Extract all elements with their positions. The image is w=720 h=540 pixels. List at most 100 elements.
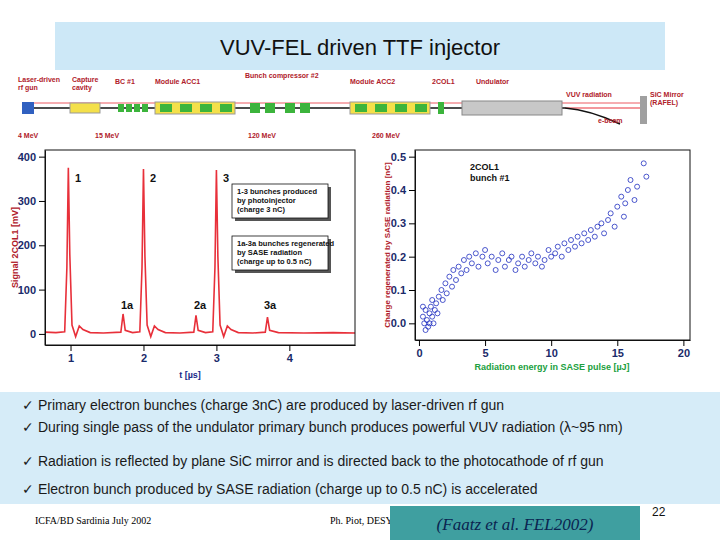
- scatter-point: [592, 234, 597, 239]
- bc1-magnet: [134, 104, 140, 112]
- scatter-point: [526, 258, 531, 263]
- reference: (Faatz et al. FEL2002): [437, 515, 594, 534]
- scatter-point: [439, 288, 444, 293]
- tick-label: 0.0: [391, 317, 406, 329]
- tick: 400: [18, 151, 45, 163]
- plot-frame: [45, 150, 355, 345]
- bc2-magnet: [265, 103, 275, 113]
- axis-line: [45, 151, 46, 346]
- scatter-point: [533, 261, 538, 266]
- tick: 0.0: [391, 317, 415, 329]
- scatter-point: [569, 238, 574, 243]
- tick-label: 15: [612, 347, 624, 359]
- rf-gun: [22, 102, 34, 114]
- tick: 1: [68, 345, 74, 364]
- scatter-point: [562, 241, 567, 246]
- tick-label: 0.4: [391, 184, 407, 196]
- scatter-point: [427, 321, 432, 326]
- component-label: Undulator: [476, 78, 509, 85]
- page-number: 22: [652, 505, 666, 519]
- tick-label: 0.3: [391, 217, 406, 229]
- tick-label: 300: [18, 195, 36, 207]
- scatter-point: [469, 261, 474, 266]
- scatter-point: [555, 244, 560, 249]
- scatter-point: [423, 328, 428, 333]
- scatter-point: [467, 254, 472, 259]
- scatter-point: [435, 311, 440, 316]
- module-cavity: [415, 104, 427, 112]
- tick-label: 400: [18, 151, 36, 163]
- scatter-point: [625, 188, 630, 193]
- tick-mark: [39, 157, 45, 158]
- tick: 200: [18, 239, 45, 251]
- scatter-point: [602, 231, 607, 236]
- tick-mark: [216, 345, 217, 351]
- footer-center: Ph. Piot, DESY: [330, 515, 393, 526]
- peak-label: 1: [75, 172, 81, 184]
- bullet: ✓ Electron bunch produced by SASE radiat…: [22, 481, 538, 497]
- scatter-point: [522, 264, 527, 269]
- peak-label: 3: [223, 172, 229, 184]
- module-cavity: [220, 104, 232, 112]
- tick: 3: [214, 345, 220, 364]
- scatter-point: [612, 224, 617, 229]
- tick: 100: [18, 284, 45, 296]
- bullet: ✓ During single pass of the undulator pr…: [22, 419, 623, 435]
- scatter-point: [496, 258, 501, 263]
- tick-mark: [551, 340, 552, 346]
- scatter-point: [476, 264, 481, 269]
- energy-label: 260 MeV: [372, 132, 400, 139]
- scatter-point: [485, 261, 490, 266]
- tick-mark: [409, 157, 415, 158]
- scatter-point: [506, 258, 511, 263]
- scatter-point: [459, 271, 464, 276]
- peak-label: 2a: [194, 299, 207, 311]
- scatter-point: [608, 211, 613, 216]
- footer-left: ICFA/BD Sardinia July 2002: [35, 515, 151, 526]
- energy-label: 15 MeV: [95, 132, 119, 139]
- scatter-point: [579, 241, 584, 246]
- y-axis: 0100200300400: [18, 151, 46, 346]
- scatter-point: [473, 251, 478, 256]
- tick-label: 0.1: [391, 284, 406, 296]
- bc2-magnet: [300, 103, 310, 113]
- tick-label: 100: [18, 284, 36, 296]
- module-cavity: [375, 104, 387, 112]
- tick-label: 5: [483, 347, 489, 359]
- module: [350, 102, 430, 114]
- scatter-point: [430, 298, 435, 303]
- marks: [45, 168, 355, 337]
- tick: 20: [678, 340, 690, 359]
- scatter-point: [516, 261, 521, 266]
- component-label: (RAFEL): [650, 99, 678, 107]
- chart: 12340100200300400t [µs]Signal 2COL1 [mV]…: [10, 150, 356, 380]
- scatter-point: [529, 251, 534, 256]
- scatter-point: [588, 228, 593, 233]
- tick-mark: [39, 290, 45, 291]
- scatter-point: [509, 254, 514, 259]
- note-text: 1a-3a bunches regenerated: [237, 239, 335, 248]
- scatter-point: [542, 258, 547, 263]
- scatter-point: [539, 264, 544, 269]
- scatter-point: [572, 244, 577, 249]
- tick-label: 0.2: [391, 251, 406, 263]
- scatter-point: [644, 174, 649, 179]
- peak-label: 1a: [121, 299, 134, 311]
- note-box: [232, 184, 328, 218]
- scatter-point: [513, 268, 518, 273]
- component-label: Capture: [72, 76, 99, 84]
- tick-label: 4: [287, 352, 294, 364]
- scatter-point: [575, 234, 580, 239]
- tick-label: 2: [141, 352, 147, 364]
- scatter-point: [430, 314, 435, 319]
- tick-mark: [683, 340, 684, 346]
- tick-label: 20: [678, 347, 690, 359]
- chart: 051015200.00.10.20.30.40.5Radiation ener…: [383, 150, 691, 372]
- component-label: 2COL1: [432, 78, 455, 85]
- scatter-point: [635, 184, 640, 189]
- tick-mark: [409, 257, 415, 258]
- scatter-point: [606, 218, 611, 223]
- tick-label: 200: [18, 239, 36, 251]
- scatter-point: [621, 214, 626, 219]
- scatter-point: [461, 258, 466, 263]
